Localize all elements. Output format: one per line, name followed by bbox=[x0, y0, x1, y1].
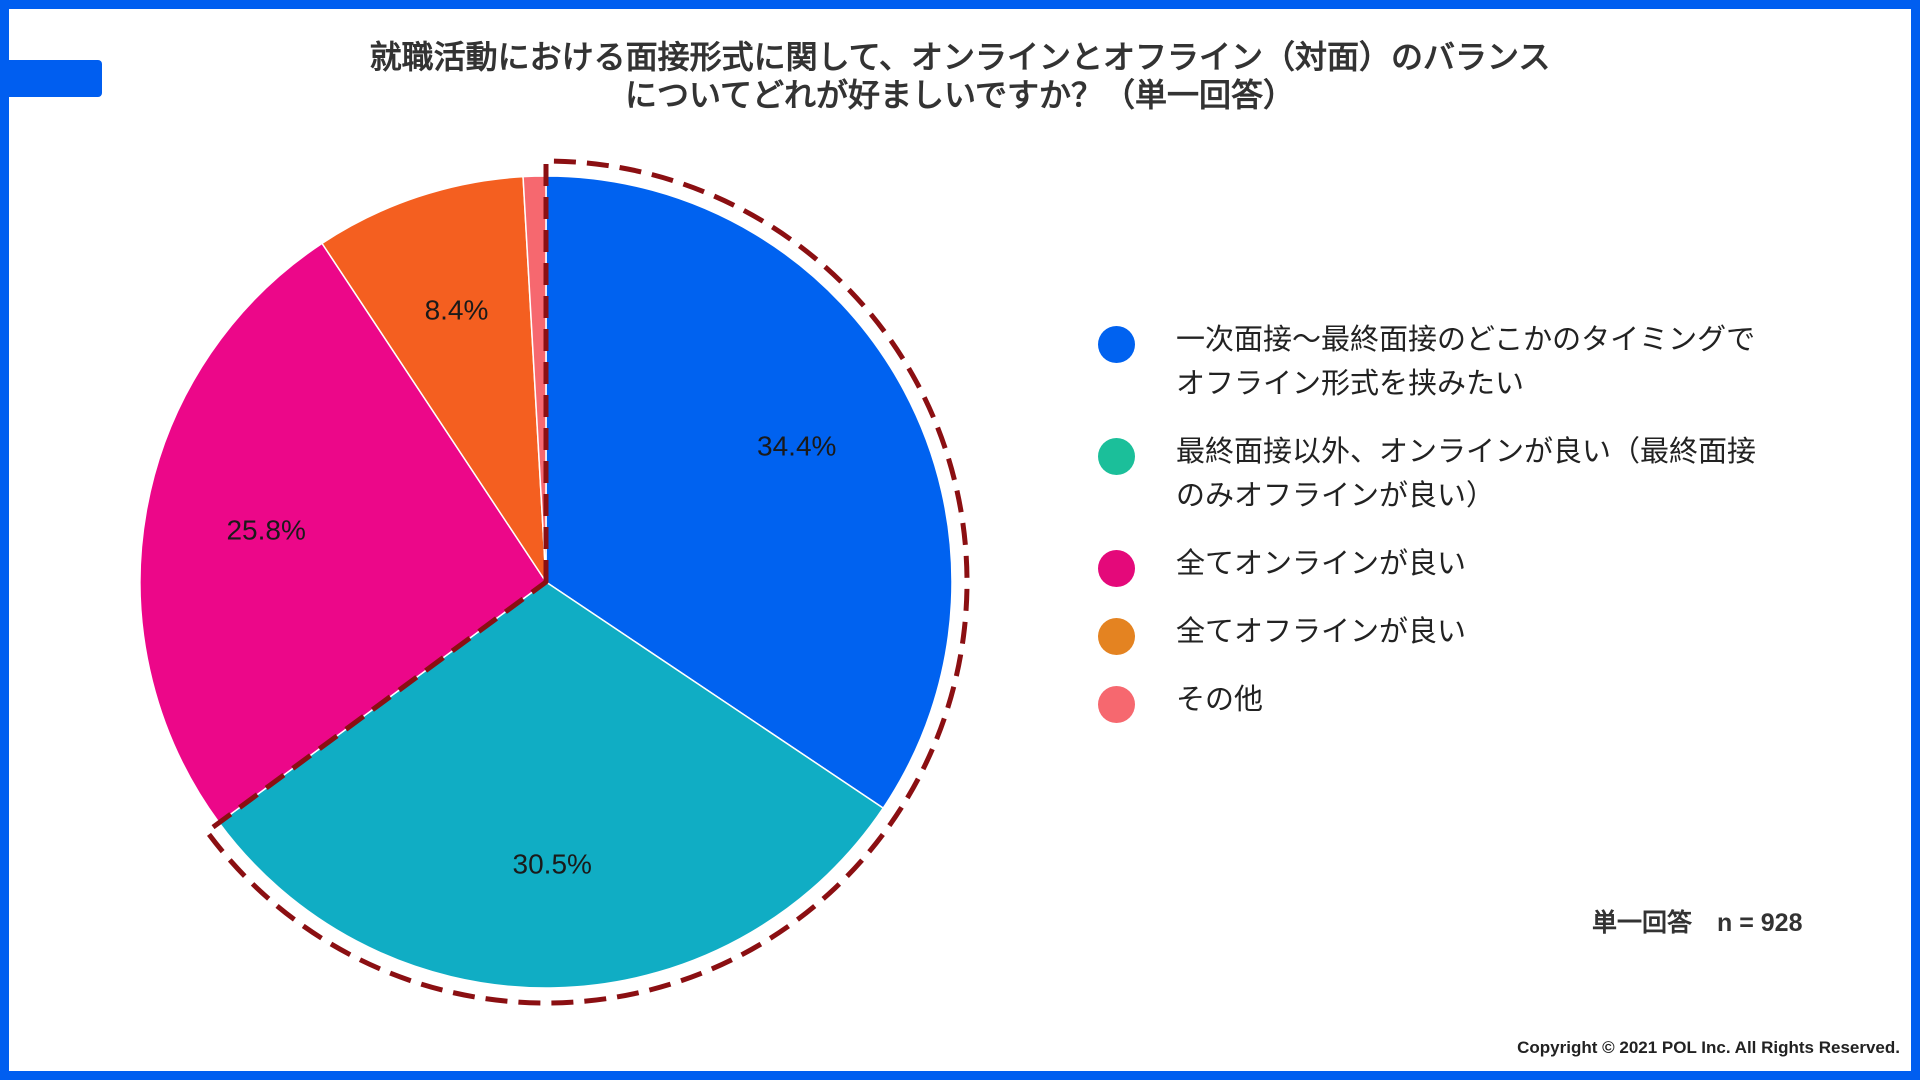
legend-label-5: その他 bbox=[1176, 684, 1264, 716]
legend-item-3: 全てオンラインが良い bbox=[1098, 542, 1798, 587]
legend-marker-5 bbox=[1098, 686, 1135, 723]
sample-size-note: 単一回答 n = 928 bbox=[1592, 909, 1803, 937]
chart-title: 就職活動における面接形式に関して、オンラインとオフライン（対面）のバランス につ… bbox=[240, 38, 1680, 114]
legend-marker-2 bbox=[1098, 438, 1135, 475]
legend-item-5: その他 bbox=[1098, 678, 1798, 723]
pie-value-label-2: 30.5% bbox=[513, 849, 592, 880]
copyright-text: Copyright © 2021 POL Inc. All Rights Res… bbox=[1517, 1038, 1900, 1057]
pie-slice-4 bbox=[320, 175, 547, 585]
legend-label-2: 最終面接以外、オンラインが良い（最終面接のみオフラインが良い） bbox=[1176, 436, 1757, 512]
legend: 一次面接〜最終面接のどこかのタイミングでオフライン形式を挟みたい 最終面接以外、オ… bbox=[1098, 318, 1798, 746]
accent-tab bbox=[0, 60, 102, 97]
chart-title-line-1: 就職活動における面接形式に関して、オンラインとオフライン（対面）のバランス bbox=[369, 39, 1551, 75]
legend-label-3: 全てオンラインが良い bbox=[1176, 548, 1467, 580]
pie-value-label-4: 8.4% bbox=[425, 295, 489, 326]
legend-label-1: 一次面接〜最終面接のどこかのタイミングでオフライン形式を挟みたい bbox=[1176, 324, 1756, 400]
pie-value-label-1: 34.4% bbox=[757, 431, 836, 462]
legend-marker-4 bbox=[1098, 618, 1135, 655]
legend-item-1: 一次面接〜最終面接のどこかのタイミングでオフライン形式を挟みたい bbox=[1098, 318, 1798, 406]
legend-item-4: 全てオフラインが良い bbox=[1098, 610, 1798, 655]
pie-value-label-3: 25.8% bbox=[226, 515, 305, 546]
legend-item-2: 最終面接以外、オンラインが良い（最終面接のみオフラインが良い） bbox=[1098, 430, 1798, 518]
pie-slice-3 bbox=[139, 242, 548, 824]
legend-label-4: 全てオフラインが良い bbox=[1176, 616, 1467, 648]
legend-marker-3 bbox=[1098, 550, 1135, 587]
pie-slice-1 bbox=[545, 175, 953, 810]
pie-slice-2 bbox=[217, 581, 885, 989]
legend-marker-1 bbox=[1098, 326, 1135, 363]
chart-title-line-2: についてどれが好ましいですか？（単一回答） bbox=[624, 77, 1296, 113]
